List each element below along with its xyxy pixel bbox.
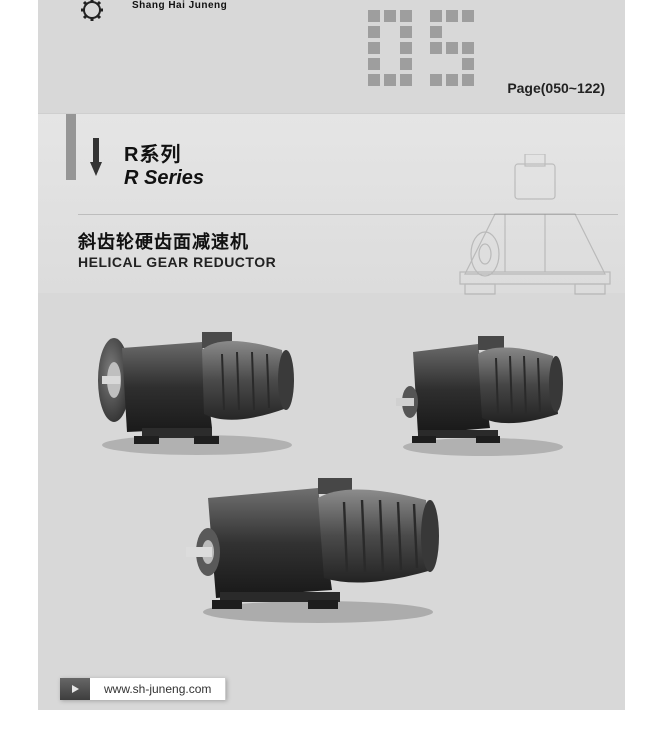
brand-gear-icon (62, 0, 122, 34)
product-image-foot-small (378, 322, 588, 462)
website-url-text: www.sh-juneng.com (90, 678, 226, 700)
product-title-cn: 斜齿轮硬齿面减速机 (78, 228, 276, 254)
product-image-flange (72, 310, 322, 460)
page-range-label: Page(050~122) (507, 80, 605, 96)
website-url-bar: www.sh-juneng.com (60, 678, 226, 700)
banner-accent-bar (66, 114, 76, 180)
brand-name: Shang Hai Juneng (132, 0, 227, 11)
series-banner: R系列 R Series 斜齿轮硬齿面减速机 HELICAL GEAR REDU… (38, 113, 625, 293)
product-title-en: HELICAL GEAR REDUCTOR (78, 254, 276, 270)
series-title-cn: R系列 (124, 138, 204, 167)
product-gallery (38, 310, 625, 650)
brand-name-en: Shang Hai Juneng (132, 0, 227, 11)
catalog-page: Shang Hai Juneng Page(050~122) (38, 0, 625, 710)
digit-0 (368, 10, 412, 86)
play-icon (60, 678, 90, 700)
chapter-number-05 (368, 10, 474, 86)
reducer-lineart-icon (435, 154, 625, 314)
product-title: 斜齿轮硬齿面减速机 HELICAL GEAR REDUCTOR (78, 228, 276, 270)
down-arrow-icon (90, 138, 102, 174)
series-title-en: R Series (124, 167, 204, 190)
product-image-foot-large (168, 460, 468, 630)
digit-5 (430, 10, 474, 86)
series-title: R系列 R Series (124, 138, 204, 190)
logo-area: Shang Hai Juneng (62, 0, 227, 34)
